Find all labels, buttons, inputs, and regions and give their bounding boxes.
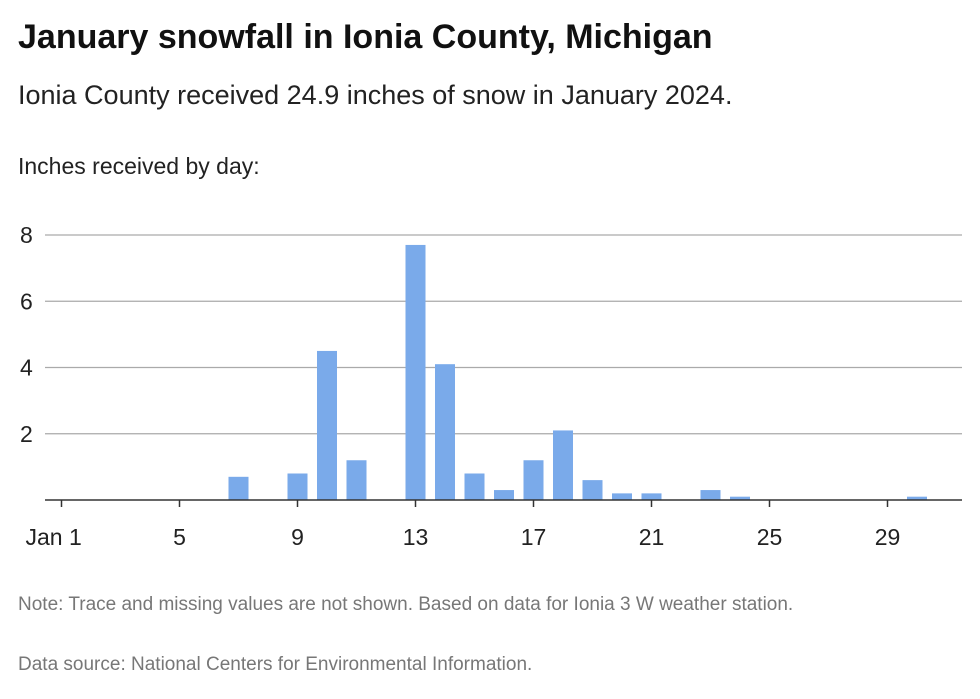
x-tick-label-21: 21: [639, 524, 665, 550]
bar-jan-11: [346, 460, 367, 500]
gridlines: [45, 234, 962, 435]
x-tick-label-9: 9: [291, 524, 304, 550]
bar-jan-9: [287, 473, 308, 500]
bar-jan-16: [494, 490, 514, 500]
y-tick-label-4: 4: [20, 355, 33, 381]
bar-jan-23: [700, 490, 721, 500]
bar-jan-24: [730, 496, 750, 500]
data-source: Data source: National Centers for Enviro…: [18, 654, 533, 675]
bar-jan-7: [228, 476, 249, 500]
y-tick-label-8: 8: [20, 222, 33, 248]
bar-chart: 2 4 6 8 Jan 1 5 9 13 17 21 25 29: [20, 222, 962, 550]
x-tick-label-13: 13: [403, 524, 429, 550]
bar-jan-21: [641, 493, 662, 500]
bar-jan-17: [523, 460, 544, 500]
y-axis-label: Inches received by day:: [18, 153, 260, 179]
x-axis: [45, 499, 962, 507]
bar-jan-15: [464, 473, 485, 500]
x-tick-label-17: 17: [521, 524, 547, 550]
bar-jan-20: [612, 493, 632, 500]
chart-note: Note: Trace and missing values are not s…: [18, 594, 794, 615]
y-tick-labels: 2 4 6 8: [20, 222, 33, 447]
chart-title: January snowfall in Ionia County, Michig…: [18, 18, 713, 56]
bars: [228, 244, 927, 500]
x-tick-label-29: 29: [875, 524, 901, 550]
x-tick-label-1: Jan 1: [26, 524, 82, 550]
bar-jan-14: [435, 364, 455, 500]
y-tick-label-2: 2: [20, 421, 33, 447]
bar-jan-30: [907, 496, 927, 500]
x-tick-label-25: 25: [757, 524, 783, 550]
y-tick-label-6: 6: [20, 288, 33, 314]
bar-jan-19: [582, 480, 603, 500]
x-tick-label-5: 5: [173, 524, 186, 550]
x-tick-labels: Jan 1 5 9 13 17 21 25 29: [26, 524, 901, 550]
chart-subtitle: Ionia County received 24.9 inches of sno…: [18, 80, 733, 110]
bar-jan-13: [405, 244, 426, 500]
bar-jan-18: [553, 430, 573, 500]
bar-jan-10: [317, 350, 337, 500]
